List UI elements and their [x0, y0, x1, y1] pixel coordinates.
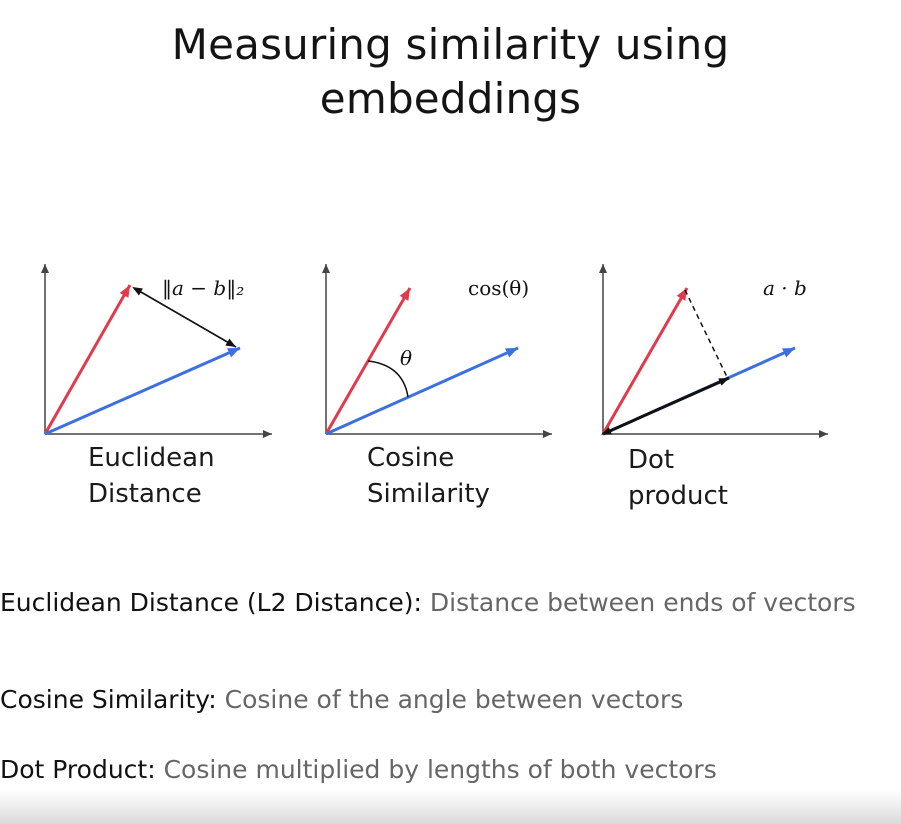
angle-label: θ	[400, 346, 412, 370]
definition-cosine: Cosine Similarity: Cosine of the angle b…	[0, 682, 880, 717]
similarity-diagrams: ‖a − b‖₂ θ cos(θ) a · b	[41, 264, 828, 438]
euclidean-panel: ‖a − b‖₂	[41, 264, 272, 438]
angle-arc	[367, 360, 409, 398]
caption-line: Distance	[88, 479, 202, 509]
vector-a	[601, 287, 689, 435]
definition-euclidean: Euclidean Distance (L2 Distance): Distan…	[0, 585, 880, 620]
caption-line: Cosine	[367, 443, 455, 473]
cosine-formula: cos(θ)	[468, 276, 529, 300]
vector-b	[325, 346, 519, 436]
cosine-caption: Cosine Similarity	[367, 440, 490, 512]
cosine-panel: θ cos(θ)	[322, 264, 552, 438]
bottom-fade	[0, 790, 901, 824]
definition-term: Dot Product:	[0, 755, 156, 784]
dot-product-caption: Dot product	[628, 442, 728, 514]
projection-vector	[601, 376, 730, 436]
dot-product-formula: a · b	[763, 276, 807, 300]
title-line-2: embeddings	[319, 74, 582, 123]
euclidean-caption: Euclidean Distance	[88, 440, 215, 512]
caption-line: Similarity	[367, 479, 490, 509]
dot-product-panel: a · b	[599, 264, 828, 438]
definition-term: Euclidean Distance (L2 Distance):	[0, 588, 422, 617]
projection-line	[684, 289, 728, 378]
caption-line: product	[628, 481, 729, 511]
definition-term: Cosine Similarity:	[0, 685, 217, 714]
vector-a	[43, 284, 132, 435]
definition-dot-product: Dot Product: Cosine multiplied by length…	[0, 752, 880, 787]
title-line-1: Measuring similarity using	[171, 20, 730, 69]
definition-text: Distance between ends of vectors	[421, 588, 856, 617]
distance-arrow	[132, 286, 237, 348]
caption-line: Dot	[628, 445, 675, 475]
definition-text: Cosine of the angle between vectors	[216, 685, 684, 714]
vector-b	[44, 346, 241, 436]
definition-text: Cosine multiplied by lengths of both vec…	[155, 755, 717, 784]
euclidean-formula: ‖a − b‖₂	[162, 276, 244, 301]
page-title: Measuring similarity using embeddings	[0, 18, 901, 126]
caption-line: Euclidean	[88, 443, 215, 473]
